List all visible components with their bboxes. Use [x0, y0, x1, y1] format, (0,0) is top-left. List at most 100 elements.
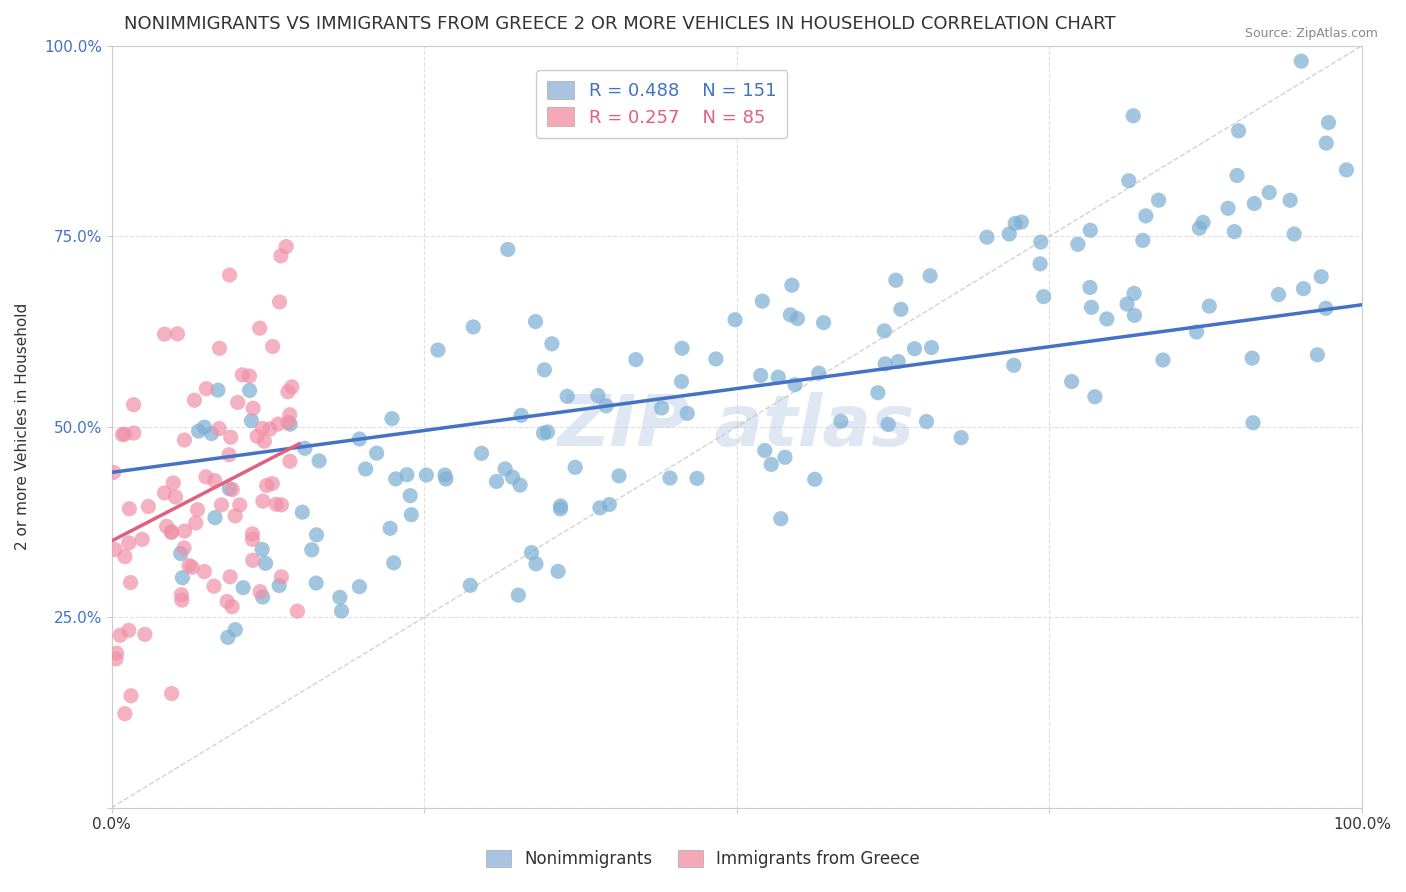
Point [138, 500, 160, 514]
Point [830, 414, 852, 428]
Point [976, 230, 998, 244]
Point [170, 588, 193, 602]
Point [1223, 225, 1246, 239]
Point [153, 327, 176, 342]
Point [118, 624, 141, 638]
Point [239, 384, 262, 398]
Point [270, 249, 292, 263]
Point [903, 342, 925, 356]
Point [1002, 358, 1025, 372]
Point [1315, 301, 1337, 316]
Point [160, 524, 183, 539]
Point [269, 578, 291, 592]
Point [1095, 312, 1118, 326]
Point [114, 427, 136, 442]
Point [301, 542, 323, 557]
Point [1192, 215, 1215, 229]
Point [686, 471, 709, 485]
Point [200, 426, 222, 441]
Point [1122, 109, 1144, 123]
Point [401, 508, 423, 522]
Point [751, 294, 773, 309]
Point [779, 308, 801, 322]
Point [1029, 235, 1052, 249]
Point [1116, 297, 1139, 311]
Point [242, 401, 264, 416]
Point [103, 466, 125, 480]
Point [1029, 257, 1052, 271]
Point [589, 500, 612, 515]
Point [1188, 221, 1211, 235]
Point [259, 422, 281, 436]
Point [547, 565, 569, 579]
Point [240, 414, 263, 428]
Point [349, 432, 371, 446]
Point [134, 627, 156, 641]
Point [114, 549, 136, 564]
Point [238, 369, 260, 384]
Point [204, 474, 226, 488]
Point [1258, 186, 1281, 200]
Point [252, 494, 274, 508]
Point [256, 478, 278, 492]
Point [804, 472, 827, 486]
Point [1004, 216, 1026, 230]
Point [166, 326, 188, 341]
Point [131, 533, 153, 547]
Point [501, 470, 523, 484]
Point [252, 590, 274, 604]
Point [262, 339, 284, 353]
Point [1282, 227, 1305, 241]
Point [786, 311, 808, 326]
Point [1336, 162, 1358, 177]
Point [1123, 286, 1146, 301]
Point [533, 426, 555, 441]
Point [1147, 193, 1170, 207]
Point [950, 431, 973, 445]
Point [470, 446, 492, 460]
Point [659, 471, 682, 485]
Point [807, 366, 830, 380]
Point [378, 521, 401, 535]
Point [221, 483, 243, 497]
Point [510, 409, 533, 423]
Point [208, 341, 231, 355]
Point [183, 393, 205, 408]
Point [1291, 54, 1313, 69]
Legend: Nonimmigrants, Immigrants from Greece: Nonimmigrants, Immigrants from Greece [479, 843, 927, 875]
Point [1078, 223, 1101, 237]
Point [749, 368, 772, 383]
Point [118, 536, 141, 550]
Point [177, 558, 200, 573]
Point [434, 472, 457, 486]
Point [153, 486, 176, 500]
Point [305, 576, 328, 591]
Point [155, 519, 177, 533]
Point [873, 324, 896, 338]
Point [536, 425, 558, 439]
Point [509, 478, 531, 492]
Point [277, 384, 299, 399]
Point [555, 389, 578, 403]
Point [1010, 215, 1032, 229]
Point [998, 227, 1021, 241]
Point [524, 557, 547, 571]
Point [564, 460, 586, 475]
Point [231, 368, 253, 382]
Point [120, 575, 142, 590]
Point [202, 579, 225, 593]
Point [1315, 136, 1337, 150]
Point [399, 489, 422, 503]
Point [173, 524, 195, 538]
Point [224, 508, 246, 523]
Point [1226, 169, 1249, 183]
Point [550, 499, 572, 513]
Point [381, 411, 404, 425]
Point [433, 468, 456, 483]
Point [219, 430, 242, 444]
Point [330, 604, 353, 618]
Point [118, 501, 141, 516]
Point [162, 475, 184, 490]
Point [294, 442, 316, 456]
Point [305, 528, 328, 542]
